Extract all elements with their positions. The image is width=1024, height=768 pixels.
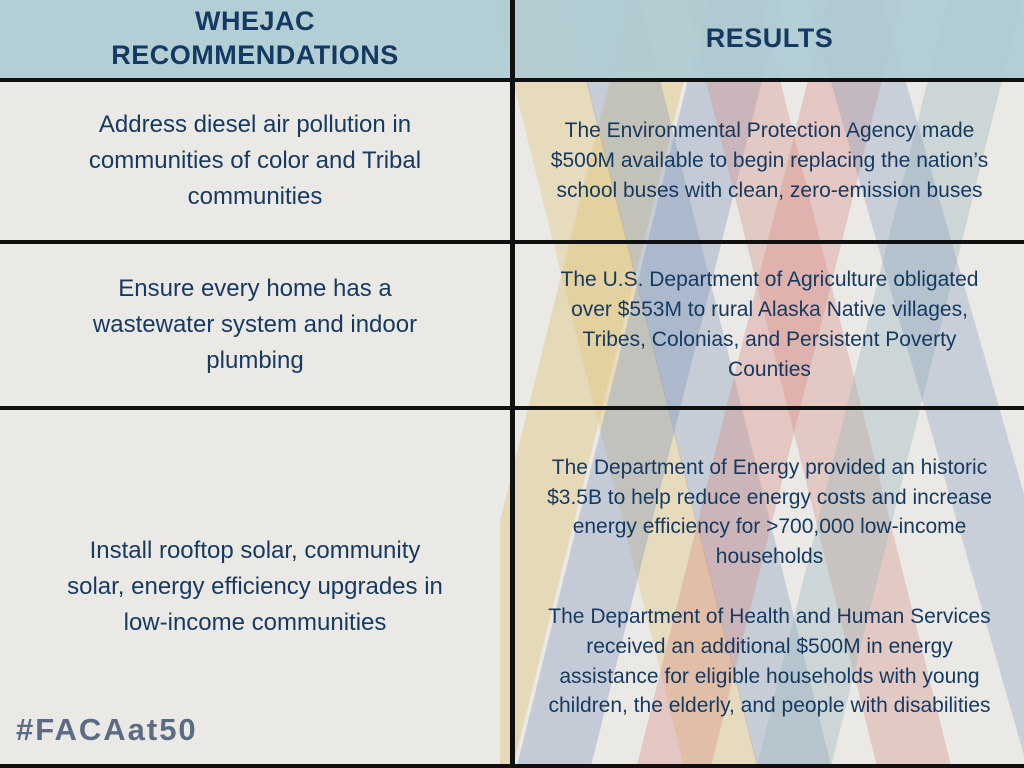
recommendation-text: Address diesel air pollution in communit… [88, 111, 422, 210]
hashtag: #FACAat50 [16, 712, 198, 747]
result-text: The Environmental Protection Agency made… [550, 119, 989, 202]
result-text: The Department of Energy provided an his… [547, 455, 992, 569]
result-cell-row1: The Environmental Protection Agency made… [510, 82, 1024, 244]
header-cell-results: RESULTS [510, 0, 1024, 82]
recommendation-text: Ensure every home has a wastewater syste… [92, 275, 418, 374]
header-label-results: RESULTS [705, 23, 834, 54]
header-label-recommendations: WHEJAC RECOMMENDATIONS [111, 6, 399, 70]
result-text: The Department of Health and Human Servi… [548, 605, 991, 718]
recommendation-cell-row3: Install rooftop solar, community solar, … [0, 410, 510, 764]
recommendation-cell-row2: Ensure every home has a wastewater syste… [0, 244, 510, 410]
result-text: The U.S. Department of Agriculture oblig… [560, 268, 979, 381]
result-cell-row3: The Department of Energy provided an his… [510, 410, 1024, 764]
recommendation-cell-row1: Address diesel air pollution in communit… [0, 82, 510, 244]
header-cell-recommendations: WHEJAC RECOMMENDATIONS [0, 0, 510, 82]
result-cell-row2: The U.S. Department of Agriculture oblig… [510, 244, 1024, 410]
recommendation-text: Install rooftop solar, community solar, … [67, 537, 443, 636]
